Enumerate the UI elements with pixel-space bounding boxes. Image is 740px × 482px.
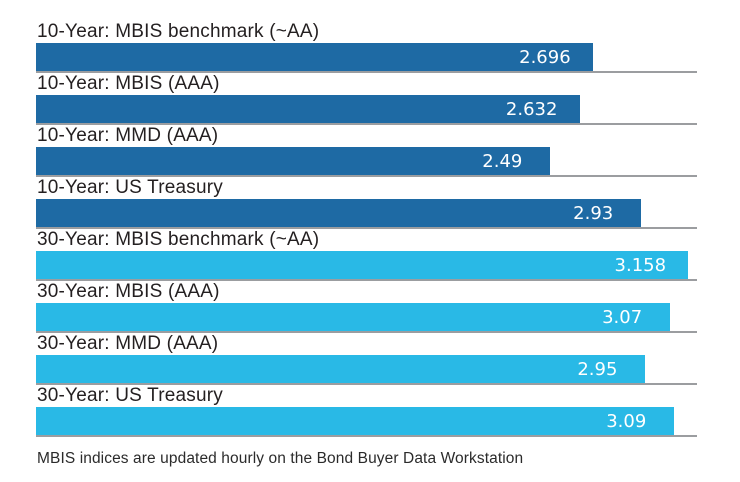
value-bar: 2.93 xyxy=(36,199,642,227)
value-label: 3.09 xyxy=(606,410,647,432)
category-label: 30-Year: US Treasury xyxy=(37,385,223,406)
category-label: 10-Year: US Treasury xyxy=(37,177,223,198)
value-bar: 2.95 xyxy=(36,355,646,383)
category-label: 10-Year: MBIS (AAA) xyxy=(37,73,220,94)
bar-track: 2.632 xyxy=(36,95,697,125)
chart-row: 30-Year: MMD (AAA) 2.95 xyxy=(36,333,697,385)
value-bar: 3.158 xyxy=(36,251,689,279)
bar-track: 2.696 xyxy=(36,43,697,73)
value-bar: 2.696 xyxy=(36,43,593,71)
category-label: 30-Year: MBIS benchmark (~AA) xyxy=(37,229,320,250)
category-label: 10-Year: MBIS benchmark (~AA) xyxy=(37,21,320,42)
category-label: 30-Year: MMD (AAA) xyxy=(37,333,219,354)
bar-track: 3.158 xyxy=(36,251,697,281)
value-label: 2.49 xyxy=(482,150,523,172)
category-label: 30-Year: MBIS (AAA) xyxy=(37,281,220,302)
value-label: 2.93 xyxy=(573,202,614,224)
chart-row: 30-Year: MBIS (AAA) 3.07 xyxy=(36,281,697,333)
chart-row: 30-Year: MBIS benchmark (~AA) 3.158 xyxy=(36,229,697,281)
bar-track: 2.95 xyxy=(36,355,697,385)
value-bar: 3.07 xyxy=(36,303,671,331)
bond-yield-bar-chart: 10-Year: MBIS benchmark (~AA) 2.696 10-Yea… xyxy=(36,21,697,437)
value-bar: 2.632 xyxy=(36,95,580,123)
value-label: 3.07 xyxy=(602,306,643,328)
value-bar: 2.49 xyxy=(36,147,551,175)
chart-row: 10-Year: MBIS benchmark (~AA) 2.696 xyxy=(36,21,697,73)
chart-row: 10-Year: MMD (AAA) 2.49 xyxy=(36,125,697,177)
bar-track: 2.93 xyxy=(36,199,697,229)
category-label: 10-Year: MMD (AAA) xyxy=(37,125,219,146)
value-label: 2.696 xyxy=(519,46,571,68)
value-bar: 3.09 xyxy=(36,407,675,435)
chart-row: 30-Year: US Treasury 3.09 xyxy=(36,385,697,437)
bar-track: 3.09 xyxy=(36,407,697,437)
value-label: 3.158 xyxy=(614,254,667,276)
bar-track: 3.07 xyxy=(36,303,697,333)
chart-footnote: MBIS indices are updated hourly on the B… xyxy=(37,450,524,467)
bar-track: 2.49 xyxy=(36,147,697,177)
value-label: 2.632 xyxy=(505,98,558,120)
chart-row: 10-Year: US Treasury 2.93 xyxy=(36,177,697,229)
chart-rows: 10-Year: MBIS benchmark (~AA) 2.696 10-Yea… xyxy=(36,21,697,437)
value-label: 2.95 xyxy=(577,358,618,380)
chart-row: 10-Year: MBIS (AAA) 2.632 xyxy=(36,73,697,125)
